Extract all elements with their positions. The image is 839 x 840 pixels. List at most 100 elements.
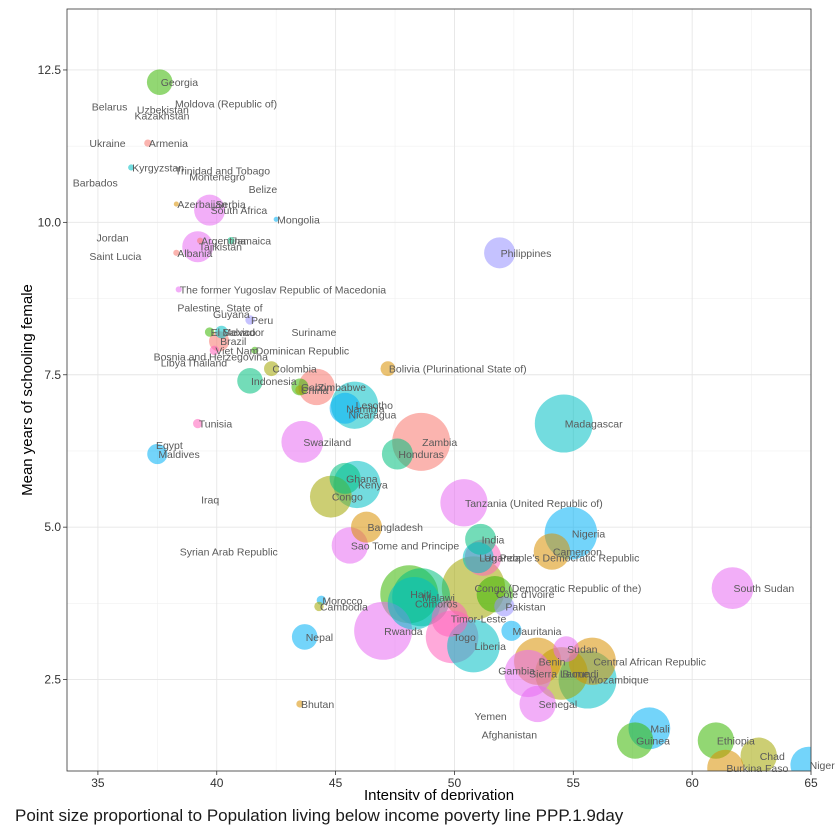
point-label: Armenia: [149, 138, 188, 150]
point-label: Guinea: [636, 736, 670, 748]
point-label: Bolivia (Plurinational State of): [389, 364, 527, 376]
bubble-point: [146, 69, 173, 95]
bubble-point: [147, 443, 168, 465]
point-label: Thailand: [187, 358, 227, 370]
point-label: Congo (Democratic Republic of the): [474, 583, 641, 595]
point-label: Benin: [539, 656, 566, 668]
x-tick-label: 50: [448, 776, 462, 790]
bubble-point: [182, 231, 214, 263]
point-label: Saint Lucia: [89, 251, 141, 263]
point-label: Maldives: [158, 449, 199, 461]
bubble-point: [251, 346, 259, 354]
point-label: Lesotho: [356, 400, 394, 412]
point-label: Gabon: [301, 382, 333, 394]
point-label: Colombia: [272, 364, 317, 376]
point-label: Mongolia: [277, 214, 320, 226]
bubble-point: [314, 601, 324, 612]
point-label: Tunisia: [199, 419, 233, 431]
point-label: Belize: [249, 184, 278, 196]
bubble-point: [264, 361, 279, 377]
y-tick-label: 12.5: [38, 63, 62, 77]
point-label: Moldova (Republic of): [175, 98, 277, 110]
point-label: Zimbabwe: [318, 382, 367, 394]
point-label: Malawi: [422, 592, 455, 604]
point-label: The former Yugoslav Republic of Macedoni…: [180, 284, 387, 296]
point-label: Nigeria: [572, 528, 605, 540]
point-label: Jordan: [97, 233, 129, 245]
grid-lines: [67, 9, 812, 771]
bubble-point: [504, 649, 552, 698]
y-axis-title: Mean years of schooling female: [19, 284, 36, 496]
point-label: Syrian Arab Republic: [180, 547, 278, 559]
point-label: Namibia: [346, 403, 385, 415]
point-label: Sierra Leone: [529, 668, 589, 680]
bubble-point: [175, 286, 182, 293]
bubble-point: [790, 746, 811, 771]
point-label: Morocco: [322, 595, 362, 607]
bubble-point: [484, 237, 516, 269]
bubble-point: [740, 737, 777, 771]
y-tick-label: 5.0: [44, 520, 61, 534]
point-label: Ukraine: [89, 138, 125, 150]
point-label: Cameroon: [553, 547, 602, 559]
bubble-point: [281, 420, 324, 463]
x-tick-label: 55: [567, 776, 581, 790]
bubble-point: [273, 216, 279, 222]
y-tick-label: 2.5: [44, 673, 61, 687]
x-axis-title: Intensity of deprivation: [364, 787, 514, 800]
bubble-point: [128, 164, 135, 171]
y-tick-label: 7.5: [44, 368, 61, 382]
bubble-point: [204, 327, 215, 337]
bubble-point: [711, 567, 754, 610]
bubble-point: [440, 479, 488, 527]
point-label: Trinidad and Tobago: [175, 166, 270, 178]
point-label: Bhutan: [301, 699, 334, 711]
x-tick-label: 35: [91, 776, 105, 790]
bubble-point: [296, 700, 304, 708]
point-label: Uzbekistan: [137, 105, 189, 117]
point-label: Uganda: [484, 553, 521, 565]
chart-caption: Point size proportional to Population li…: [15, 806, 624, 825]
bubble-point: [553, 636, 579, 662]
bubble-point: [533, 533, 571, 570]
point-label: Mali: [650, 723, 669, 735]
point-label: Palestine, State of: [177, 303, 262, 315]
bubble-point: [197, 237, 204, 244]
bubble-point: [534, 394, 593, 453]
bubble-point: [329, 392, 361, 424]
point-label: South Africa: [211, 205, 268, 217]
point-label: Philippines: [501, 248, 552, 260]
bubble-point: [568, 637, 616, 685]
point-label: Georgia: [161, 77, 199, 89]
point-label: Barbados: [73, 178, 118, 190]
bubble-point: [616, 722, 654, 759]
bubble-point: [431, 600, 468, 637]
point-label-layer: Georgia Moldova (Republic of) Belarus Uzbek…: [73, 77, 835, 775]
point-label: Tanzania (United Republic of): [465, 498, 603, 510]
bubble-point: [215, 325, 228, 339]
point-label: Azerbaijan: [177, 199, 227, 211]
bubble-layer: [128, 69, 811, 771]
point-label: Comoros: [415, 598, 458, 610]
point-label: Libya: [161, 358, 186, 370]
bubble-point: [298, 368, 335, 406]
x-tick-label: 45: [329, 776, 343, 790]
point-label: Timor-Leste: [451, 614, 507, 626]
point-label: Argentina: [201, 236, 246, 248]
bubble-point: [209, 345, 220, 356]
point-label: Iraq: [201, 495, 219, 507]
bubble-point: [519, 685, 556, 723]
point-label: Liberia: [474, 641, 506, 653]
bubble-point: [381, 438, 413, 470]
point-label: China: [301, 385, 329, 397]
point-label: Haiti: [410, 589, 431, 601]
point-label: Cambodia: [320, 601, 368, 613]
point-label: Albania: [177, 248, 212, 260]
point-label: Peru: [251, 315, 273, 327]
point-label: Kyrgyzstan: [132, 162, 184, 174]
point-label: Egypt: [156, 440, 183, 452]
x-tick-label: 60: [685, 776, 699, 790]
bubble-point: [194, 194, 226, 226]
bubble-point: [173, 249, 180, 256]
point-label: Nepal: [306, 632, 333, 644]
